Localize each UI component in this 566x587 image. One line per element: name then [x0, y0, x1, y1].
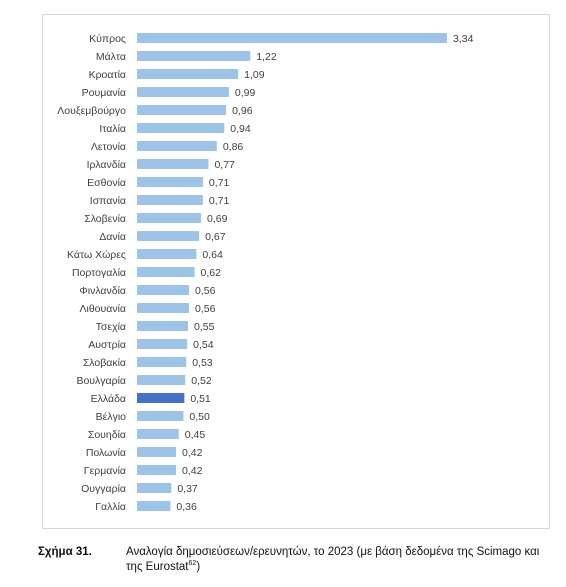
bar — [137, 123, 225, 133]
value-label: 1,22 — [256, 51, 277, 63]
category-label: Σλοβενία — [84, 213, 126, 225]
bar — [137, 321, 189, 331]
caption-closing: ) — [196, 561, 201, 573]
value-label: 0,62 — [201, 267, 222, 279]
bar — [137, 285, 189, 295]
bar — [137, 447, 176, 457]
bar-chart: Κύπρος 3,34 Μάλτα 1,22 Κροατία 1,09 Ρουμανία 0,… — [57, 33, 474, 513]
value-label: 0,71 — [209, 195, 230, 207]
bar — [137, 483, 172, 493]
value-label: 0,53 — [192, 357, 213, 369]
category-label: Γαλλία — [95, 501, 126, 513]
category-label: Λουξεμβούργο — [57, 105, 126, 117]
caption-text: Αναλογία δημοσιεύσεων/ερευνητών, το 2023… — [126, 545, 556, 575]
category-label: Κάτω Χώρες — [67, 249, 126, 261]
category-label: Βέλγιο — [96, 411, 127, 423]
value-label: 0,86 — [223, 141, 244, 153]
value-label: 0,54 — [193, 339, 214, 351]
bar — [137, 87, 229, 97]
value-label: 0,96 — [232, 105, 253, 117]
value-label: 0,56 — [195, 285, 216, 297]
bar — [137, 69, 239, 79]
category-label: Σουηδία — [88, 429, 126, 441]
chart-area: Κύπρος 3,34 Μάλτα 1,22 Κροατία 1,09 Ρουμανία 0,… — [42, 14, 550, 529]
bar — [137, 429, 179, 439]
bar — [137, 177, 203, 187]
value-label: 0,56 — [195, 303, 216, 315]
bar — [137, 231, 200, 241]
value-label: 0,77 — [214, 159, 235, 171]
value-label: 0,67 — [205, 231, 226, 243]
bar — [137, 465, 176, 475]
category-label: Ελλάδα — [91, 393, 126, 405]
value-label: 3,34 — [453, 33, 474, 45]
value-label: 0,37 — [177, 483, 198, 495]
bar — [137, 105, 227, 115]
bar — [137, 141, 217, 151]
category-label: Πολωνία — [86, 447, 126, 459]
category-label: Ισπανία — [90, 195, 126, 207]
value-label: 0,94 — [230, 123, 251, 135]
category-label: Κύπρος — [89, 33, 126, 45]
bar — [137, 411, 184, 421]
category-label: Μάλτα — [96, 51, 126, 63]
category-label: Βουλγαρία — [76, 375, 126, 387]
category-label: Λιθουανία — [80, 303, 127, 315]
bar — [137, 51, 251, 61]
category-label: Σλοβακία — [83, 357, 126, 369]
bar — [137, 339, 188, 349]
category-label: Εσθονία — [87, 177, 126, 189]
bar — [137, 393, 185, 403]
value-label: 0,99 — [235, 87, 256, 99]
bar — [137, 159, 209, 169]
bar — [137, 249, 197, 259]
bar — [137, 195, 203, 205]
bar — [137, 303, 189, 313]
value-label: 0,45 — [185, 429, 206, 441]
value-label: 0,52 — [191, 375, 212, 387]
bar — [137, 213, 202, 223]
caption-number: Σχήμα 31. — [38, 546, 92, 558]
value-label: 0,42 — [182, 465, 203, 477]
value-label: 0,42 — [182, 447, 203, 459]
value-label: 0,51 — [190, 393, 211, 405]
caption-footnote: 62 — [188, 560, 197, 568]
value-label: 0,69 — [207, 213, 228, 225]
category-label: Γερμανία — [84, 465, 126, 477]
bar — [137, 267, 195, 277]
category-label: Ουγγαρία — [81, 483, 126, 495]
category-label: Ιταλία — [99, 123, 126, 135]
category-label: Δανία — [99, 231, 126, 243]
category-label: Κροατία — [89, 69, 126, 81]
bar — [137, 375, 186, 385]
value-label: 0,55 — [194, 321, 215, 333]
category-label: Τσεχία — [96, 321, 126, 333]
caption-body: Αναλογία δημοσιεύσεων/ερευνητών, το 2023… — [126, 546, 540, 573]
bar — [137, 501, 171, 511]
category-label: Λετονία — [91, 141, 126, 153]
value-label: 1,09 — [244, 69, 265, 81]
value-label: 0,36 — [176, 501, 197, 513]
category-label: Αυστρία — [88, 339, 126, 351]
bar — [137, 33, 447, 43]
value-label: 0,71 — [209, 177, 230, 189]
category-label: Ρουμανία — [82, 87, 126, 99]
bar — [137, 357, 187, 367]
value-label: 0,64 — [202, 249, 223, 261]
category-label: Πορτογαλία — [72, 267, 126, 279]
category-label: Φινλανδία — [79, 285, 126, 297]
category-label: Ιρλανδία — [87, 159, 126, 171]
value-label: 0,50 — [189, 411, 210, 423]
